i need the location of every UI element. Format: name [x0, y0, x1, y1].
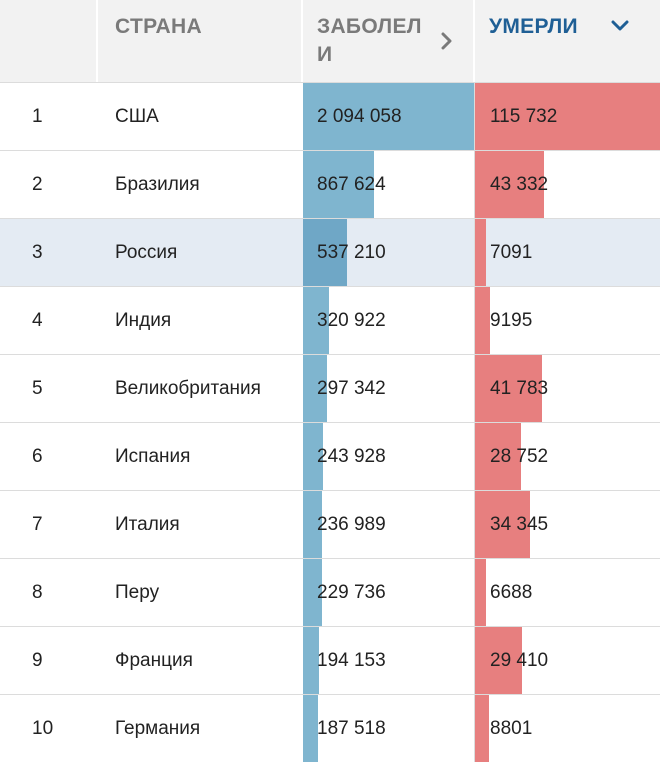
row-rank: 6 [32, 445, 43, 467]
row-rank: 9 [32, 649, 43, 671]
row-country: Великобритания [115, 377, 261, 399]
header-divider [301, 0, 303, 82]
row-cases: 187 518 [317, 717, 386, 739]
chevron-right-icon [441, 32, 452, 50]
row-cases: 194 153 [317, 649, 386, 671]
row-rank: 10 [32, 717, 54, 739]
row-rank: 2 [32, 173, 43, 195]
header-divider [96, 0, 98, 82]
cases-bar [303, 83, 474, 150]
cases-bar [303, 287, 329, 354]
deaths-bar [475, 695, 489, 762]
cases-bar [303, 355, 327, 422]
row-rank: 1 [32, 105, 43, 127]
row-deaths: 43 332 [490, 173, 549, 195]
header-divider [473, 0, 475, 82]
cases-bar [303, 627, 319, 694]
header-cases-label-line2: И [317, 43, 333, 66]
table-row: 5 Великобритания 297 342 41 783 [0, 354, 660, 422]
header-country[interactable]: СТРАНА [98, 0, 301, 82]
row-deaths: 29 410 [490, 649, 549, 671]
row-rank: 8 [32, 581, 43, 603]
row-cases: 320 922 [317, 309, 386, 331]
row-deaths: 9195 [490, 309, 533, 331]
cases-bar [303, 559, 322, 626]
column-divider [474, 559, 475, 626]
row-country: Перу [115, 581, 160, 603]
column-divider [474, 151, 475, 218]
column-divider [474, 355, 475, 422]
row-cases: 236 989 [317, 513, 386, 535]
deaths-bar [475, 287, 490, 354]
row-country: Бразилия [115, 173, 200, 195]
row-rank: 7 [32, 513, 43, 535]
table-row: 6 Испания 243 928 28 752 [0, 422, 660, 490]
table-row: 10 Германия 187 518 8801 [0, 694, 660, 762]
row-cases: 537 210 [317, 241, 386, 263]
deaths-bar [475, 355, 542, 422]
row-rank: 4 [32, 309, 43, 331]
header-country-label: СТРАНА [115, 15, 202, 38]
deaths-bar [475, 627, 522, 694]
deaths-bar [475, 559, 486, 626]
table-row: 2 Бразилия 867 624 43 332 [0, 150, 660, 218]
deaths-bar [475, 151, 544, 218]
table-row: 3 Россия 537 210 7091 [0, 218, 660, 286]
row-country: Франция [115, 649, 193, 671]
deaths-bar [475, 491, 530, 558]
cases-bar [303, 151, 374, 218]
deaths-bar [475, 423, 521, 490]
header-cases-sort[interactable]: ЗАБОЛЕЛ И [303, 0, 473, 82]
row-deaths: 6688 [490, 581, 533, 603]
row-cases: 243 928 [317, 445, 386, 467]
row-rank: 5 [32, 377, 43, 399]
row-deaths: 41 783 [490, 377, 549, 399]
cases-bar [303, 695, 318, 762]
chevron-down-icon [611, 20, 629, 31]
row-deaths: 34 345 [490, 513, 549, 535]
column-divider [474, 423, 475, 490]
row-deaths: 115 732 [490, 105, 558, 127]
cases-bar [303, 219, 347, 286]
row-country: Германия [115, 717, 201, 739]
row-country: Россия [115, 241, 178, 263]
table-row: 4 Индия 320 922 9195 [0, 286, 660, 354]
deaths-bar [475, 219, 486, 286]
table-row: 8 Перу 229 736 6688 [0, 558, 660, 626]
header-deaths-sort[interactable]: УМЕРЛИ [475, 0, 660, 82]
cases-bar [303, 491, 322, 558]
table-row: 7 Италия 236 989 34 345 [0, 490, 660, 558]
column-divider [474, 219, 475, 286]
row-cases: 2 094 058 [317, 105, 402, 127]
row-cases: 229 736 [317, 581, 386, 603]
row-deaths: 7091 [490, 241, 533, 263]
column-divider [474, 627, 475, 694]
row-cases: 297 342 [317, 377, 386, 399]
row-cases: 867 624 [317, 173, 386, 195]
column-divider [474, 491, 475, 558]
header-cases-label-line1: ЗАБОЛЕЛ [317, 15, 422, 38]
table-header: СТРАНА ЗАБОЛЕЛ И УМЕРЛИ [0, 0, 660, 82]
row-deaths: 8801 [490, 717, 533, 739]
row-country: США [115, 105, 159, 127]
row-country: Италия [115, 513, 180, 535]
table-row: 9 Франция 194 153 29 410 [0, 626, 660, 694]
row-deaths: 28 752 [490, 445, 549, 467]
column-divider [474, 83, 475, 150]
table-body: 1 США 2 094 058 115 732 2 Бразилия 867 624 43 3… [0, 82, 660, 762]
column-divider [474, 695, 475, 762]
row-country: Испания [115, 445, 191, 467]
row-rank: 3 [32, 241, 43, 263]
column-divider [474, 287, 475, 354]
deaths-bar [475, 83, 660, 150]
row-country: Индия [115, 309, 172, 331]
cases-bar [303, 423, 323, 490]
header-deaths-label: УМЕРЛИ [489, 15, 578, 38]
table-row: 1 США 2 094 058 115 732 [0, 82, 660, 150]
